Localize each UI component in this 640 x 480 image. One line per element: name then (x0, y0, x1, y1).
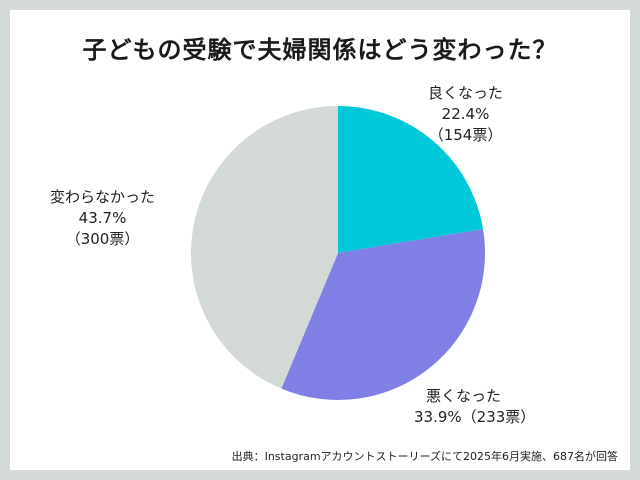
pie-slice-better (338, 106, 484, 253)
source-note: 出典：Instagramアカウントストーリーズにて2025年6月実施、687名が… (231, 450, 618, 463)
label-worse-votes: （233票） (461, 408, 536, 426)
label-unchanged: 変わらなかった 43.7% （300票） (50, 187, 155, 250)
pie-slice-unchanged (191, 106, 338, 389)
label-worse: 悪くなった 33.9%（233票） (414, 386, 535, 428)
label-unchanged-percent: 43.7% (78, 209, 127, 227)
label-better-votes: （154票） (428, 126, 503, 144)
label-better: 良くなった 22.4% （154票） (428, 83, 503, 146)
label-worse-name: 悪くなった (426, 387, 502, 405)
pie-slice-worse (281, 229, 485, 400)
label-worse-percent: 33.9% (414, 408, 462, 426)
pie-slices (191, 106, 485, 400)
chart-title: 子どもの受験で夫婦関係はどう変わった？ (82, 36, 558, 64)
label-better-name: 良くなった (428, 84, 504, 102)
label-unchanged-name: 変わらなかった (50, 188, 156, 206)
label-unchanged-votes: （300票） (65, 230, 140, 248)
label-better-percent: 22.4% (441, 105, 490, 123)
label-worse-value-line: 33.9%（233票） (414, 407, 535, 428)
